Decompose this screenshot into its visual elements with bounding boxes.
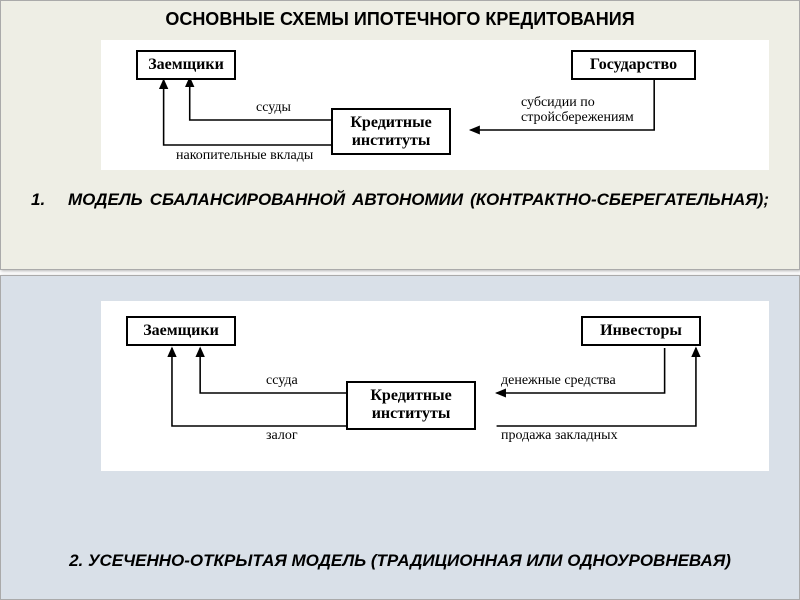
panel-model-2: Заемщики Инвесторы Кредитные институты с… [0,275,800,600]
box-institutes-2-label: Кредитные институты [370,387,451,422]
caption-1-text: МОДЕЛЬ СБАЛАНСИРОВАННОЙ АВТОНОМИИ (КОНТР… [68,190,769,209]
diagram-2: Заемщики Инвесторы Кредитные институты с… [101,301,769,471]
caption-1-num: 1. [31,190,61,210]
label-subsidies: субсидии по стройсбережениям [521,95,651,126]
label-loan-2: ссуда [266,373,298,389]
panel-model-1: ОСНОВНЫЕ СХЕМЫ ИПОТЕЧНОГО КРЕДИТОВАНИЯ З… [0,0,800,270]
main-title: ОСНОВНЫЕ СХЕМЫ ИПОТЕЧНОГО КРЕДИТОВАНИЯ [1,1,799,30]
box-state: Государство [571,50,696,80]
caption-2-text: 2. УСЕЧЕННО-ОТКРЫТАЯ МОДЕЛЬ (ТРАДИЦИОННА… [69,551,731,570]
label-deposits: накопительные вклады [176,148,313,164]
diagram-1: Заемщики Государство Кредитные институты… [101,40,769,170]
box-investors: Инвесторы [581,316,701,346]
caption-1: 1. МОДЕЛЬ СБАЛАНСИРОВАННОЙ АВТОНОМИИ (КО… [1,180,799,220]
caption-2: 2. УСЕЧЕННО-ОТКРЫТАЯ МОДЕЛЬ (ТРАДИЦИОННА… [1,541,799,581]
box-institutes-1-label: Кредитные институты [350,114,431,149]
box-institutes-2: Кредитные институты [346,381,476,430]
box-institutes-1: Кредитные институты [331,108,451,155]
label-sale: продажа закладных [501,428,618,444]
box-borrowers-1: Заемщики [136,50,236,80]
label-pledge: залог [266,428,298,444]
label-loans-1: ссуды [256,100,291,116]
label-funds: денежные средства [501,373,616,389]
box-borrowers-2: Заемщики [126,316,236,346]
